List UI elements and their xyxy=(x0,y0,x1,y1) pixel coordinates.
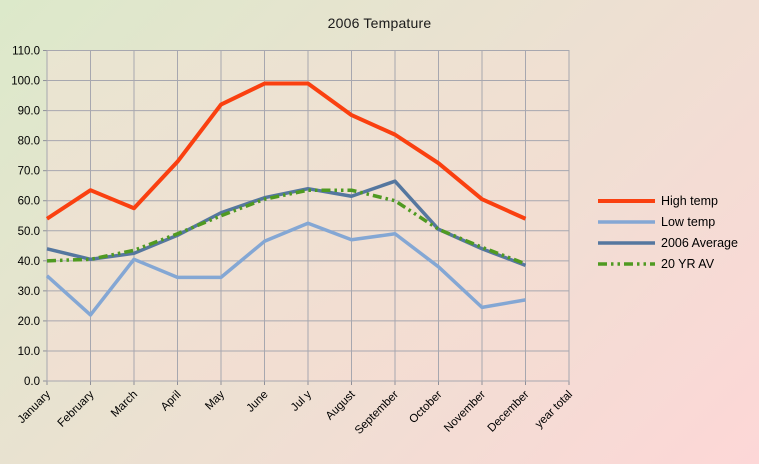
legend-label: High temp xyxy=(661,194,718,208)
x-axis-label: March xyxy=(109,389,140,420)
y-axis-label: 20.0 xyxy=(18,316,40,328)
y-axis-label: 40.0 xyxy=(18,256,40,268)
y-axis-label: 80.0 xyxy=(18,136,40,148)
series-line-high-temp xyxy=(45,81,527,221)
plot-border xyxy=(46,50,570,382)
x-axis-label: November xyxy=(442,389,488,435)
y-axis-label: 110.0 xyxy=(12,46,40,58)
legend-swatch-2006-average xyxy=(598,241,655,245)
y-axis-label: 10.0 xyxy=(18,346,40,358)
y-axis-label: 70.0 xyxy=(18,166,40,178)
x-axis-label: February xyxy=(56,388,97,429)
x-axis-label: January xyxy=(16,388,54,426)
legend-item-2006-average: 2006 Average xyxy=(598,236,738,250)
legend-swatch-high-temp xyxy=(598,199,655,203)
x-axis-label: year total xyxy=(533,389,575,431)
y-axis-label: 60.0 xyxy=(18,196,40,208)
legend-label: Low temp xyxy=(661,215,716,229)
x-axis-label: Jul y xyxy=(289,388,314,413)
legend-swatch-low-temp xyxy=(598,220,655,224)
chart-title: 2006 Tempature xyxy=(327,15,432,31)
legend-item-20-yr-av: 20 YR AV xyxy=(598,257,738,271)
x-axis-label: May xyxy=(203,388,227,412)
x-axis-label: June xyxy=(245,389,271,415)
series-line-20-yr-av xyxy=(46,188,527,266)
y-axis-label: 0.0 xyxy=(24,376,40,388)
x-axis-label: April xyxy=(159,389,184,414)
y-axis-label: 100.0 xyxy=(11,76,40,88)
y-axis-label: 90.0 xyxy=(18,106,40,118)
x-axis-label: December xyxy=(486,389,532,435)
series-line-low-temp xyxy=(45,221,526,317)
legend-label: 20 YR AV xyxy=(661,257,715,271)
y-axis-label: 30.0 xyxy=(18,286,40,298)
x-axis-label: October xyxy=(407,389,445,427)
y-axis-label: 50.0 xyxy=(18,226,40,238)
x-axis-label: August xyxy=(324,388,358,422)
legend: High temp Low temp 2006 Average 20 YR AV xyxy=(598,194,738,271)
legend-label: 2006 Average xyxy=(661,236,738,250)
x-axis-label: September xyxy=(353,389,401,437)
legend-swatch-20-yr-av xyxy=(598,262,655,266)
legend-item-low-temp: Low temp xyxy=(598,215,738,229)
legend-item-high-temp: High temp xyxy=(598,194,738,208)
